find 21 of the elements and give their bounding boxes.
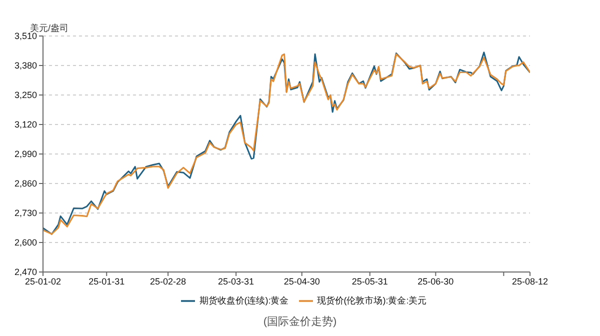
y-tick-label: 3,510: [14, 31, 37, 42]
y-tick-label: 2,730: [14, 208, 37, 218]
y-tick-label: 2,860: [14, 178, 37, 189]
x-tick-label: 25-08-12: [512, 276, 548, 286]
legend-label: 现货价(伦敦市场):黄金:美元: [316, 295, 427, 306]
y-axis-title: 美元/盎司: [30, 22, 69, 33]
x-tick-label: 25-05-31: [352, 276, 388, 286]
y-tick-label: 2,990: [14, 149, 37, 160]
x-tick-label: 25-03-31: [218, 276, 254, 286]
x-tick-label: 25-06-30: [418, 276, 454, 286]
x-tick-label: 25-01-31: [88, 276, 125, 286]
y-tick-label: 2,600: [14, 238, 37, 248]
y-tick-label: 3,380: [14, 60, 37, 71]
y-tick-label: 3,120: [14, 120, 37, 130]
y-tick-label: 2,470: [14, 267, 37, 278]
x-tick-label: 25-02-28: [150, 276, 186, 286]
x-tick-label: 25-04-30: [284, 276, 320, 286]
text: (国际金价走势): [262, 314, 338, 329]
y-tick-label: 3,250: [14, 90, 37, 100]
legend-label: 期货收盘价(连续):黄金: [199, 295, 289, 306]
x-tick-label: 25-01-02: [24, 276, 62, 286]
